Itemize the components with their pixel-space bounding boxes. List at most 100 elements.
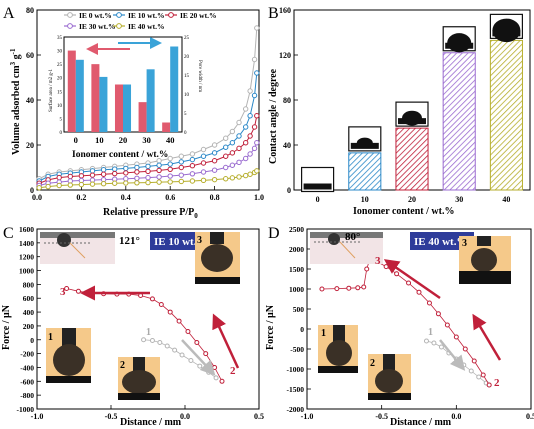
a-point [247,171,253,177]
d-point [426,300,432,306]
b-bar [395,127,429,191]
a-point [145,174,151,181]
inset-right-tick-label: 0 [184,131,187,136]
a-point [200,169,207,175]
c-contact-angle-photo [40,232,115,264]
a-point [134,169,140,175]
c-y-tick-label: 800 [23,280,35,289]
a-legend-label: IE 20 wt.% [180,11,216,20]
d-point [383,264,389,270]
a-x-tick-label: 0.2 [76,193,86,202]
inset-left-tick-label: 10 [57,104,63,109]
d-point [453,334,459,340]
d-contact-angle-photo [310,232,383,264]
d-point [394,271,400,277]
c-y-tick-label: -600 [20,377,34,386]
c-photo-3 [195,232,240,284]
d-photo-label-1: 1 [321,328,326,339]
c-point [149,337,155,343]
d-y-axis-label: Force / μN [265,304,276,350]
a-point [254,168,260,174]
a-point [156,167,162,174]
d-photo-label-3: 3 [462,238,467,249]
a-point [89,181,96,187]
d-point [471,358,477,364]
c-point [185,328,191,334]
c-point [64,286,70,292]
a-point [56,182,62,189]
d-point [435,311,441,317]
d-angle-label: 80° [345,231,360,243]
a-point [211,176,218,183]
a-point [189,171,196,177]
inset-bar-pore [146,69,155,132]
a-point [89,172,96,178]
a-point [156,162,162,168]
a-point [242,124,249,130]
panel-label-d: D [268,225,280,242]
c-x-axis-label: Distance / mm [120,417,182,428]
a-point [200,146,207,153]
a-point [242,172,249,179]
c-y-tick-label: 1400 [19,239,34,248]
inset-bar-pore [75,59,84,132]
a-point [223,135,229,141]
a-point [251,145,258,152]
a-legend-label: IE 0 wt.% [79,11,112,20]
a-y-tick-label: 20 [26,141,34,150]
a-point [189,156,196,163]
d-y-tick-label: -1000 [287,365,305,374]
a-point [200,160,207,166]
d-step-label-2: 2 [494,377,500,389]
d-x-tick-label: 0.5 [526,412,534,421]
b-droplet-photo [442,26,476,53]
a-x-tick-label: 0.8 [210,193,220,202]
inset-right-tick-label: 20 [184,55,190,60]
a-point [242,140,249,146]
c-step-label-1: 1 [146,327,151,338]
a-legend-marker [67,12,73,18]
d-point [361,284,367,290]
a-point [89,168,96,174]
a-point [242,155,249,162]
b-droplet-photo [395,101,429,127]
a-point [211,167,218,173]
inset-left-axis-label: Surface area / m2 g-1 [49,68,54,112]
a-point [145,163,151,170]
a-point [100,171,107,177]
b-y-tick-label: 40 [283,141,291,150]
b-bar [489,39,523,191]
c-y-tick-label: 200 [23,322,35,331]
panel-label-a: A [3,5,15,22]
d-x-tick-label: 0.0 [451,412,461,421]
b-droplet-photo [301,166,335,193]
a-point [100,167,107,173]
inset-left-tick-label: 20 [57,77,63,82]
c-step-label-2: 2 [230,365,236,377]
a-point [134,164,140,171]
a-point [211,142,218,148]
d-x-tick-label: -1.0 [301,412,314,421]
d-step-label-3: 3 [375,255,381,267]
a-point [56,174,62,181]
a-point [247,151,253,157]
c-point [176,318,182,324]
inset-bar-surface [162,122,171,132]
c-photo-label-3: 3 [197,235,202,246]
a-point [254,70,260,76]
a-point [167,173,173,179]
c-y-tick-label: -200 [20,350,34,359]
b-photo-droplet [402,110,422,126]
c-y-axis-label: Force / μN [1,304,12,350]
d-point [334,286,340,292]
a-x-tick-label: 0.0 [32,193,42,202]
d-point [319,286,325,292]
d-step-label-1: 1 [428,327,433,338]
b-y-axis-label: Contact angle / degree [268,68,279,164]
a-point [123,180,129,186]
a-point [236,145,242,152]
panel-a: 0.0 0.2 0.4 0.6 0.8 1.0 0 20 40 60 80 Relative pr… [9,6,264,220]
a-point [156,174,162,180]
c-y-tick-label: -400 [20,363,34,372]
a-point [178,178,185,185]
